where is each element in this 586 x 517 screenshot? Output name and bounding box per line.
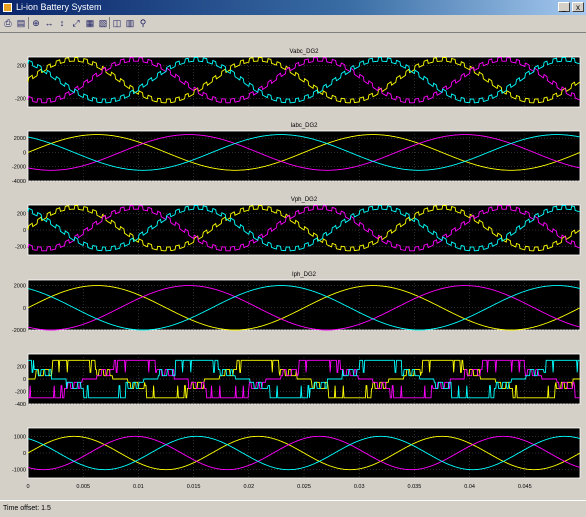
scope-toolbar: ⎙ ▤ ⊕ ↔ ↕ ⤢ ▦ ▧ ◫ ▥ ⚲ (0, 15, 586, 33)
zoom-y-icon[interactable]: ↕ (59, 18, 65, 28)
signal-trace-cyan (27, 285, 581, 331)
signal-trace-cyan (27, 435, 581, 471)
panel-title: Iabc_DG2 (290, 123, 318, 129)
signal-trace-cyan (27, 56, 581, 104)
scope-display: Vabc_DG2-200200Iabc_DG2-4000-200002000Vp… (12, 49, 581, 490)
signal-trace-yellow (27, 56, 581, 104)
app-icon (3, 3, 12, 12)
y-tick-label: -400 (15, 402, 26, 408)
scope-axes-5[interactable]: -400 -200 0 200 (15, 353, 581, 408)
signal-trace-yellow (27, 134, 581, 171)
x-tick-label: 0.045 (518, 484, 532, 490)
signal-trace-magenta (27, 205, 581, 252)
y-tick-label: 0 (23, 228, 26, 234)
floating-scope-icon[interactable]: ◫ (112, 18, 122, 28)
panel-title: Vabc_DG2 (290, 49, 320, 55)
panel-title: Iph_DG2 (292, 272, 317, 278)
y-tick-label: 0 (23, 377, 26, 383)
toolbar-separator (28, 17, 29, 29)
signal-trace-magenta (27, 134, 581, 171)
signal-trace-magenta (27, 435, 581, 471)
y-tick-label: 200 (17, 211, 26, 217)
parameters-icon[interactable]: ▤ (16, 18, 26, 28)
lock-axes-icon[interactable]: ▥ (125, 18, 135, 28)
toolbar-separator (109, 17, 110, 29)
y-tick-label: -200 (15, 97, 26, 103)
signal-selection-icon[interactable]: ⚲ (139, 18, 147, 28)
signal-trace-yellow (28, 359, 580, 399)
signal-trace-cyan (27, 204, 581, 252)
signal-trace-cyan (27, 134, 581, 171)
y-tick-label: 0 (23, 451, 26, 457)
zoom-x-icon[interactable]: ↔ (44, 18, 54, 28)
window-titlebar: Li-ion Battery System _ x (0, 0, 586, 15)
scope-axes-2[interactable]: Iabc_DG2 -4000 -2000 0 2000 (12, 123, 581, 185)
x-tick-label: 0.005 (76, 484, 90, 490)
x-tick-label: 0.015 (187, 484, 201, 490)
y-tick-label: 2000 (14, 284, 26, 290)
y-tick-label: -1000 (12, 468, 26, 474)
y-tick-label: -200 (15, 245, 26, 251)
signal-trace-magenta (27, 285, 581, 331)
scope-axes-3[interactable]: Vph_DG2 -200 0 200 (15, 197, 581, 256)
y-tick-label: -2000 (12, 328, 26, 334)
y-tick-label: 200 (17, 365, 26, 371)
restore-axes-icon[interactable]: ▧ (98, 18, 108, 28)
scope-axes-4[interactable]: Iph_DG2 -2000 0 2000 (12, 272, 581, 334)
zoom-in-icon[interactable]: ⊕ (32, 18, 40, 28)
x-tick-label: 0.01 (133, 484, 144, 490)
signal-trace-yellow (27, 435, 581, 471)
minimize-button[interactable]: _ (558, 2, 570, 12)
time-offset-status: Time offset: 1.5 (3, 505, 51, 512)
x-tick-label: 0.025 (297, 484, 311, 490)
autoscale-icon[interactable]: ⤢ (72, 18, 80, 28)
signal-trace-yellow (27, 285, 581, 331)
scope-axes-6[interactable]: -1000 0 1000 (12, 427, 581, 479)
close-button[interactable]: x (572, 2, 584, 12)
y-tick-label: 1000 (14, 434, 26, 440)
signal-trace-magenta (27, 57, 581, 104)
y-tick-label: 200 (17, 63, 26, 69)
x-tick-label: 0.02 (243, 484, 254, 490)
scope-axes-1[interactable]: Vabc_DG2 -200 200 (15, 49, 581, 108)
x-tick-label: 0.04 (464, 484, 475, 490)
y-tick-label: -4000 (12, 179, 26, 185)
y-tick-label: 2000 (14, 136, 26, 142)
panel-title: Vph_DG2 (291, 197, 318, 203)
signal-trace-yellow (27, 204, 581, 252)
status-bar: Time offset: 1.5 (0, 500, 586, 516)
save-axes-icon[interactable]: ▦ (85, 18, 95, 28)
y-tick-label: -2000 (12, 165, 26, 171)
x-tick-label: 0 (26, 484, 29, 490)
window-title: Li-ion Battery System (16, 2, 102, 12)
y-tick-label: 0 (23, 150, 26, 156)
print-icon[interactable]: ⎙ (4, 18, 12, 28)
y-tick-label: 0 (23, 306, 26, 312)
x-tick-label: 0.03 (354, 484, 365, 490)
x-tick-label: 0.035 (408, 484, 422, 490)
signal-trace-magenta (28, 359, 580, 399)
y-tick-label: -200 (15, 390, 26, 396)
signal-trace-cyan (28, 359, 580, 399)
